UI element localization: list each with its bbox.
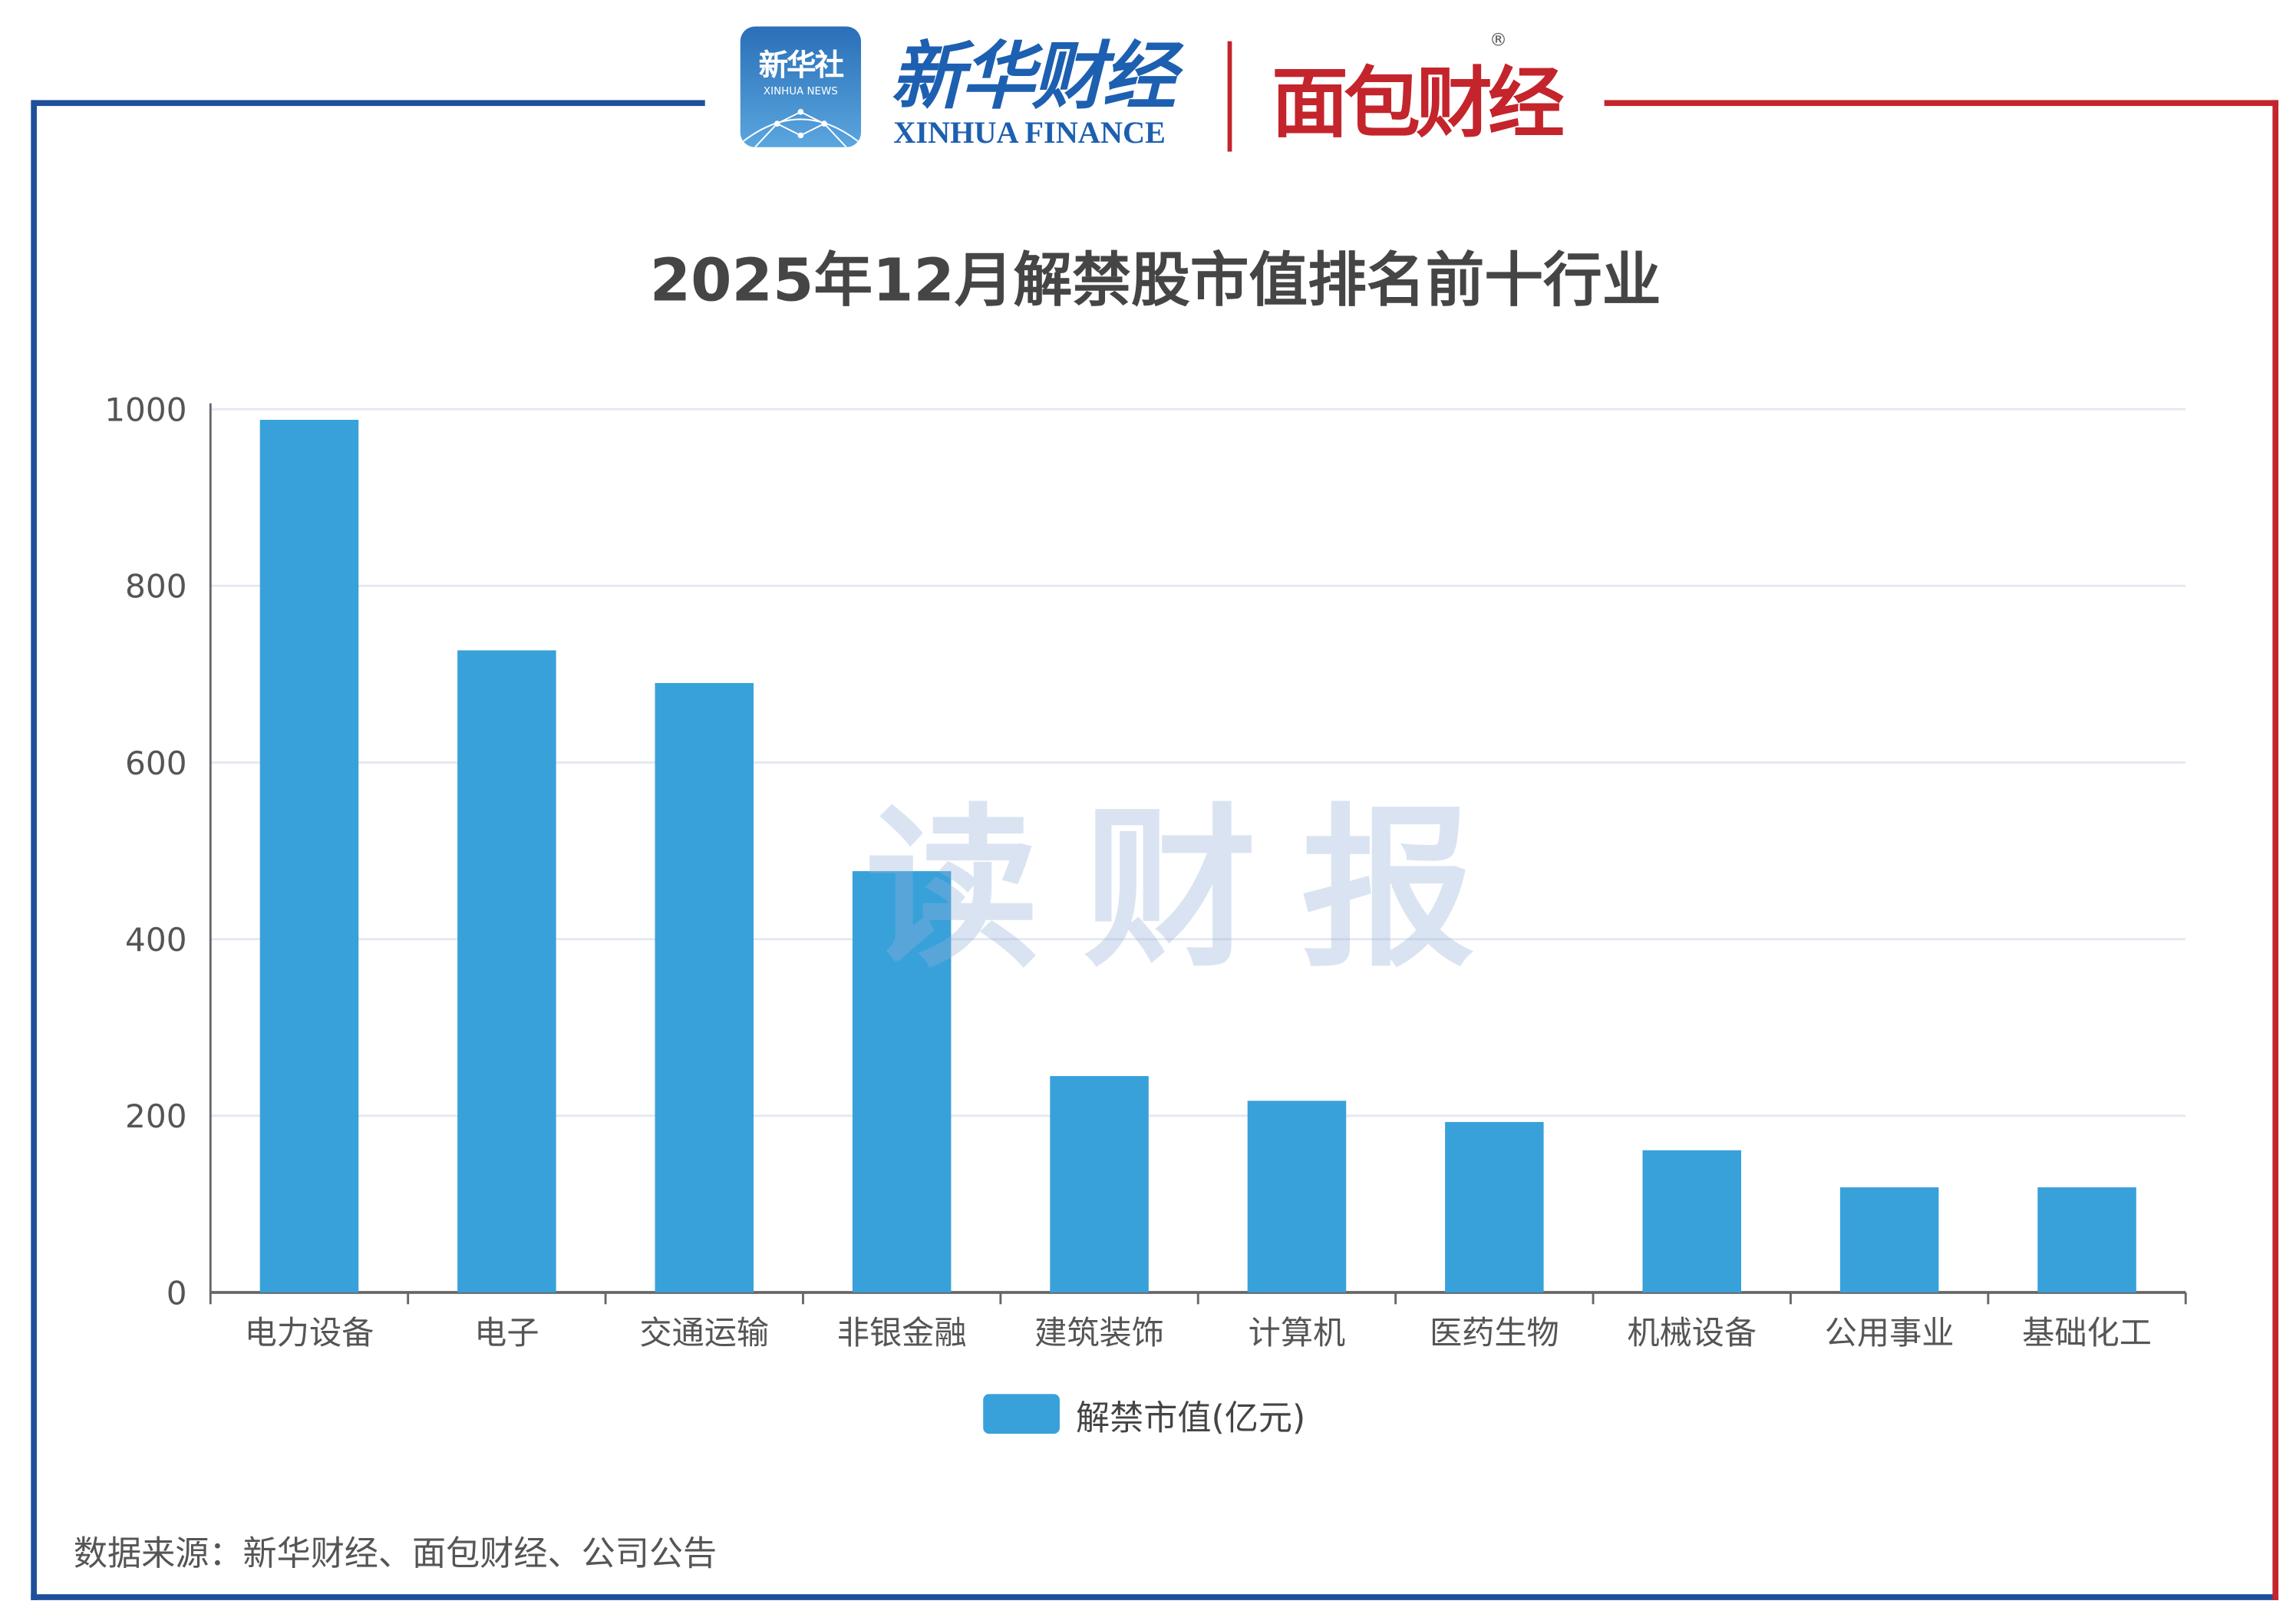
- x-tick-label: 非银金融: [837, 1314, 967, 1352]
- x-tick-label: 医药生物: [1430, 1314, 1559, 1352]
- bar[interactable]: [1050, 1076, 1149, 1293]
- mianbao-finance-logo: 面包财经: [1272, 60, 1565, 149]
- network-globe-icon: [743, 108, 859, 147]
- xinhua-news-logo: 新华社 XINHUA NEWS: [740, 26, 862, 147]
- bar[interactable]: [1839, 1187, 1939, 1293]
- xinhua-news-logo-cn: 新华社: [758, 47, 844, 83]
- bar[interactable]: [1247, 1101, 1347, 1293]
- bar[interactable]: [2037, 1187, 2136, 1293]
- y-tick-label: 0: [167, 1274, 187, 1312]
- y-tick-label: 400: [125, 921, 187, 959]
- bar[interactable]: [655, 682, 754, 1293]
- x-tick-label: 计算机: [1249, 1314, 1346, 1352]
- xinhua-finance-logo-cn: 新华财经: [890, 32, 1176, 120]
- xinhua-finance-logo-en: XINHUA FINANCE: [893, 114, 1166, 150]
- x-tick-label: 机械设备: [1627, 1314, 1757, 1352]
- frame-top-left: [32, 100, 705, 107]
- bar[interactable]: [1445, 1121, 1544, 1293]
- bar[interactable]: [852, 871, 952, 1293]
- x-tick-label: 电力设备: [245, 1314, 374, 1352]
- y-tick-label: 1000: [104, 391, 186, 429]
- x-tick-label: 公用事业: [1825, 1314, 1955, 1352]
- x-tick-label: 基础化工: [2022, 1314, 2152, 1352]
- frame-top-right: [1604, 100, 2279, 107]
- registered-mark: ®: [1489, 29, 1508, 51]
- legend-label[interactable]: 解禁市值(亿元): [1076, 1400, 1306, 1438]
- xinhua-news-logo-en: XINHUA NEWS: [763, 85, 838, 97]
- watermark: 读财报: [865, 787, 1519, 991]
- x-tick-label: 交通运输: [639, 1314, 769, 1352]
- x-tick-label: 建筑装饰: [1034, 1314, 1164, 1352]
- frame-left: [31, 100, 37, 1600]
- y-tick-label: 800: [125, 568, 187, 606]
- source-note: 数据来源：新华财经、面包财经、公司公告: [73, 1535, 718, 1574]
- x-tick-label: 电子: [474, 1314, 539, 1352]
- chart-title: 2025年12月解禁股市值排名前十行业: [649, 247, 1661, 315]
- frame-right: [2272, 100, 2279, 1600]
- bar[interactable]: [457, 650, 556, 1293]
- bar[interactable]: [1642, 1150, 1741, 1293]
- legend-swatch[interactable]: [983, 1394, 1060, 1434]
- frame-bottom: [31, 1594, 2279, 1600]
- logo-divider: [1227, 41, 1232, 152]
- y-tick-label: 600: [125, 744, 187, 782]
- y-tick-label: 200: [125, 1098, 187, 1135]
- bar[interactable]: [259, 420, 359, 1293]
